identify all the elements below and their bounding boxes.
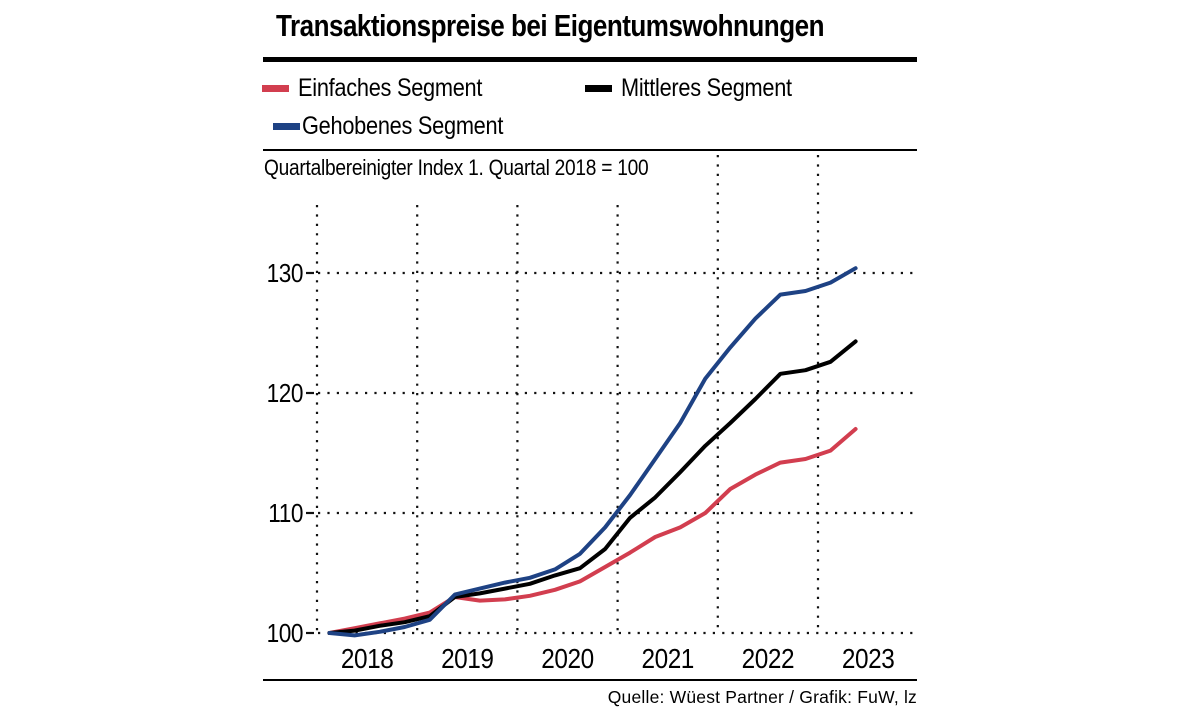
x-axis-label-2022: 2022 — [742, 642, 794, 674]
chart-subtitle: Quartalbereinigter Index 1. Quartal 2018… — [264, 155, 649, 180]
legend-label: Mittleres Segment — [621, 73, 792, 102]
y-axis-label-100: 100 — [267, 620, 303, 649]
series-line-gehobenes-segment — [327, 266, 858, 638]
legend-separator-rule — [263, 149, 917, 151]
legend-label: Einfaches Segment — [298, 73, 483, 102]
y-axis-label-120: 120 — [267, 380, 303, 409]
x-axis-label-2021: 2021 — [641, 642, 693, 674]
legend-item-gehobenes-segment: Gehobenes Segment — [273, 111, 533, 141]
x-axis-label-2023: 2023 — [842, 642, 894, 674]
legend-item-einfaches-segment: Einfaches Segment — [262, 73, 510, 103]
y-axis-label-110: 110 — [268, 500, 303, 529]
series-line-einfaches-segment — [327, 427, 858, 635]
legend-item-mittleres-segment: Mittleres Segment — [585, 73, 817, 103]
chart-title: Transaktionspreise bei Eigentumswohnunge… — [276, 8, 824, 43]
legend-swatch-red — [262, 84, 289, 92]
legend-swatch-blue — [273, 122, 300, 130]
x-axis-label-2019: 2019 — [441, 642, 493, 674]
x-axis-label-2020: 2020 — [541, 642, 593, 674]
x-axis-label-2018: 2018 — [341, 642, 393, 674]
title-underline-rule — [263, 57, 917, 62]
source-credit: Quelle: Wüest Partner / Grafik: FuW, lz — [607, 687, 917, 707]
bottom-rule — [263, 679, 917, 681]
y-axis-label-130: 130 — [267, 260, 303, 289]
legend-swatch-black — [585, 84, 612, 92]
legend-label: Gehobenes Segment — [302, 111, 504, 140]
series-line-mittleres-segment — [327, 339, 858, 635]
